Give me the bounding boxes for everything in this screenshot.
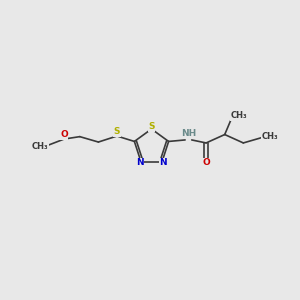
Text: NH: NH	[181, 129, 196, 138]
Text: S: S	[113, 127, 120, 136]
Text: O: O	[60, 130, 68, 139]
Text: N: N	[136, 158, 143, 167]
Text: CH₃: CH₃	[32, 142, 49, 151]
Text: CH₃: CH₃	[230, 111, 247, 120]
Text: CH₃: CH₃	[262, 132, 279, 141]
Text: O: O	[202, 158, 210, 167]
Text: N: N	[160, 158, 167, 167]
Text: S: S	[148, 122, 155, 131]
